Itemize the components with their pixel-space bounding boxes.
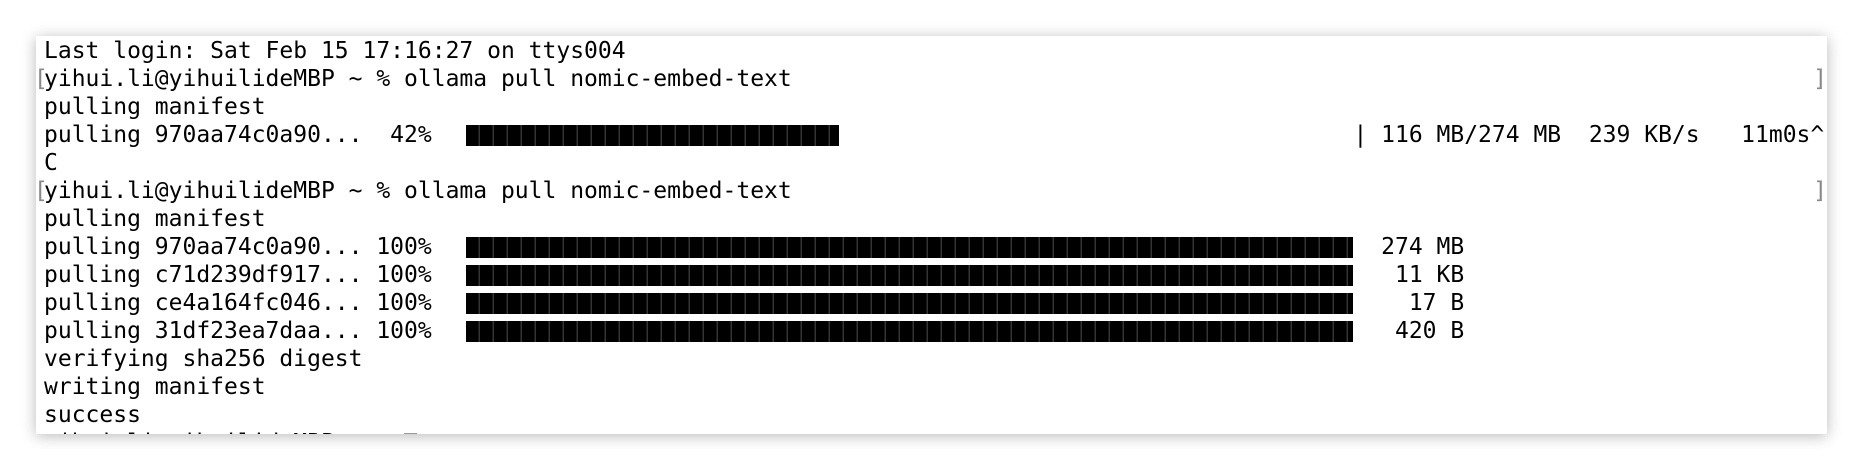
output-line: C	[44, 150, 58, 176]
progress-status: | 116 MB/274 MB 239 KB/s 11m0s^	[1353, 122, 1825, 148]
prompt-line: yihui.li@yihuilideMBP ~ % ollama pull no…	[44, 178, 792, 204]
progress-bar	[466, 265, 1354, 286]
progress-bar	[466, 125, 839, 146]
output-line: pulling ce4a164fc046... 100%	[44, 290, 432, 316]
output-line: verifying sha256 digest	[44, 346, 363, 372]
output-line: Last login: Sat Feb 15 17:16:27 on ttys0…	[44, 38, 626, 64]
output-line: writing manifest	[44, 374, 266, 400]
bracket: [	[36, 177, 48, 205]
progress-status: 420 B	[1353, 318, 1465, 344]
progress-status: 274 MB	[1353, 234, 1465, 260]
output-line: pulling 970aa74c0a90... 42%	[44, 122, 432, 148]
progress-status: 17 B	[1353, 290, 1465, 316]
progress-status: 11 KB	[1353, 262, 1465, 288]
prompt-line: yihui.li@yihuilideMBP ~ % ollama pull no…	[44, 66, 792, 92]
output-line: yihui.li@yihuilideMBP ~ %	[44, 429, 418, 434]
output-line: pulling manifest	[44, 94, 266, 120]
terminal-window: Last login: Sat Feb 15 17:16:27 on ttys0…	[36, 36, 1827, 434]
progress-bar	[466, 321, 1354, 342]
bracket: [	[36, 65, 48, 93]
cursor	[404, 432, 418, 434]
output-line: pulling c71d239df917... 100%	[44, 262, 432, 288]
output-line: pulling 31df23ea7daa... 100%	[44, 318, 432, 344]
output-line: pulling 970aa74c0a90... 100%	[44, 234, 432, 260]
progress-bar	[466, 293, 1354, 314]
bracket: ]	[1813, 178, 1827, 204]
bracket: ]	[1813, 66, 1827, 92]
output-line: success	[44, 402, 141, 428]
progress-bar	[466, 237, 1354, 258]
output-line: pulling manifest	[44, 206, 266, 232]
